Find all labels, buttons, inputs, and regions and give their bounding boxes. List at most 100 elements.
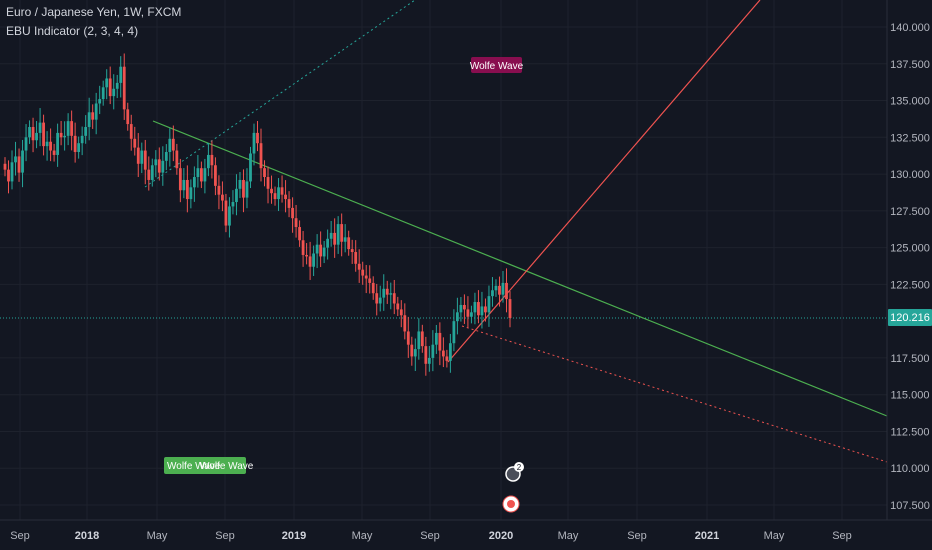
wolfe-wave-label-bottom-text-2: Wolfe Wave (200, 461, 254, 472)
price-tick-label: 127.500 (890, 206, 930, 218)
time-tick-label: Sep (627, 530, 647, 542)
price-tick-label: 122.500 (890, 279, 930, 291)
candle (119, 56, 123, 98)
price-tick-label: 130.000 (890, 169, 930, 181)
candle (24, 124, 28, 162)
candle (164, 144, 168, 171)
candle (84, 115, 88, 144)
candle (378, 285, 382, 312)
price-tick-label: 135.000 (890, 96, 930, 108)
candle (347, 230, 351, 256)
candle (477, 290, 480, 324)
candle (448, 333, 452, 373)
price-tick-label: 117.500 (891, 353, 930, 365)
symbol-title[interactable]: Euro / Japanese Yen, 1W, FXCM (6, 5, 182, 19)
candle (129, 114, 133, 151)
candle (157, 147, 161, 181)
candle (336, 216, 340, 254)
candle (294, 204, 298, 238)
candle (168, 128, 172, 167)
candle (420, 324, 424, 353)
wolfe-wave-label-bottom[interactable]: Wolfe Wave Wolfe Wave (164, 457, 254, 474)
candle (17, 148, 21, 182)
candle (98, 85, 102, 115)
candle (59, 120, 63, 146)
candle (259, 128, 263, 182)
indicator-title[interactable]: EBU Indicator (2, 3, 4, 4) (6, 24, 139, 38)
candle (245, 168, 249, 209)
last-price-text: 120.216 (890, 312, 930, 324)
candle (470, 305, 473, 324)
candle (491, 277, 494, 307)
candle (112, 74, 116, 110)
candle (228, 197, 231, 238)
candle (192, 166, 196, 202)
candle (147, 156, 151, 191)
candle (287, 191, 291, 218)
candle (133, 126, 137, 156)
candle (399, 300, 403, 328)
candle (35, 120, 38, 149)
candle (21, 139, 24, 188)
candle (434, 324, 438, 354)
time-tick-label: Sep (420, 530, 440, 542)
candle (277, 178, 280, 211)
time-axis[interactable]: Sep 2018 May Sep 2019 May Sep 2020 May Sep 2021 May… (0, 519, 932, 550)
candle (361, 261, 365, 285)
candle (498, 276, 501, 307)
wolfe-wave-lines (0, 0, 888, 463)
candle (256, 120, 259, 152)
price-tick-label: 115.000 (891, 390, 930, 402)
candle (368, 265, 372, 294)
candle (87, 97, 91, 141)
candle (56, 123, 60, 167)
event-badge (514, 462, 524, 472)
wolfe-wave-label-bottom-text-1: Wolfe Wave (167, 461, 221, 472)
candle (466, 296, 470, 328)
candle (392, 279, 396, 315)
candle (196, 154, 200, 188)
candle (410, 336, 414, 366)
candle (291, 197, 294, 233)
candle (455, 297, 459, 335)
candle (38, 108, 42, 147)
price-axis[interactable]: 140.000 137.500 135.000 132.500 130.000 127.5… (886, 0, 932, 520)
time-tick-label: May (764, 530, 785, 542)
candle (385, 280, 389, 304)
candle (150, 158, 154, 187)
candle (231, 190, 235, 215)
candle (91, 104, 95, 129)
candle (31, 117, 35, 153)
candle (284, 180, 287, 213)
candle (322, 240, 326, 264)
candle (417, 318, 421, 360)
candle (319, 231, 323, 268)
candle (182, 168, 186, 199)
candle (406, 316, 410, 358)
candle (329, 220, 333, 247)
candle (221, 181, 224, 212)
wolfe-line-1-3 (144, 0, 416, 188)
candle (63, 121, 67, 151)
candle (140, 142, 144, 174)
candle (3, 157, 7, 177)
candle (101, 80, 105, 106)
candle (480, 291, 484, 329)
price-tick-label: 137.500 (890, 59, 930, 71)
event-markers[interactable]: 2 (502, 462, 524, 513)
candle (312, 245, 316, 277)
time-tick-label: 2019 (282, 530, 306, 542)
candle (340, 213, 344, 257)
candle (66, 113, 70, 146)
candle (94, 92, 98, 135)
candle (214, 157, 217, 196)
wolfe-wave-label-top[interactable]: Wolfe Wave (470, 57, 524, 73)
price-tick-label: 112.500 (891, 426, 930, 438)
candle (171, 125, 175, 162)
candle (175, 143, 179, 175)
candle (354, 240, 358, 272)
candle (143, 139, 147, 185)
candle (238, 172, 242, 199)
